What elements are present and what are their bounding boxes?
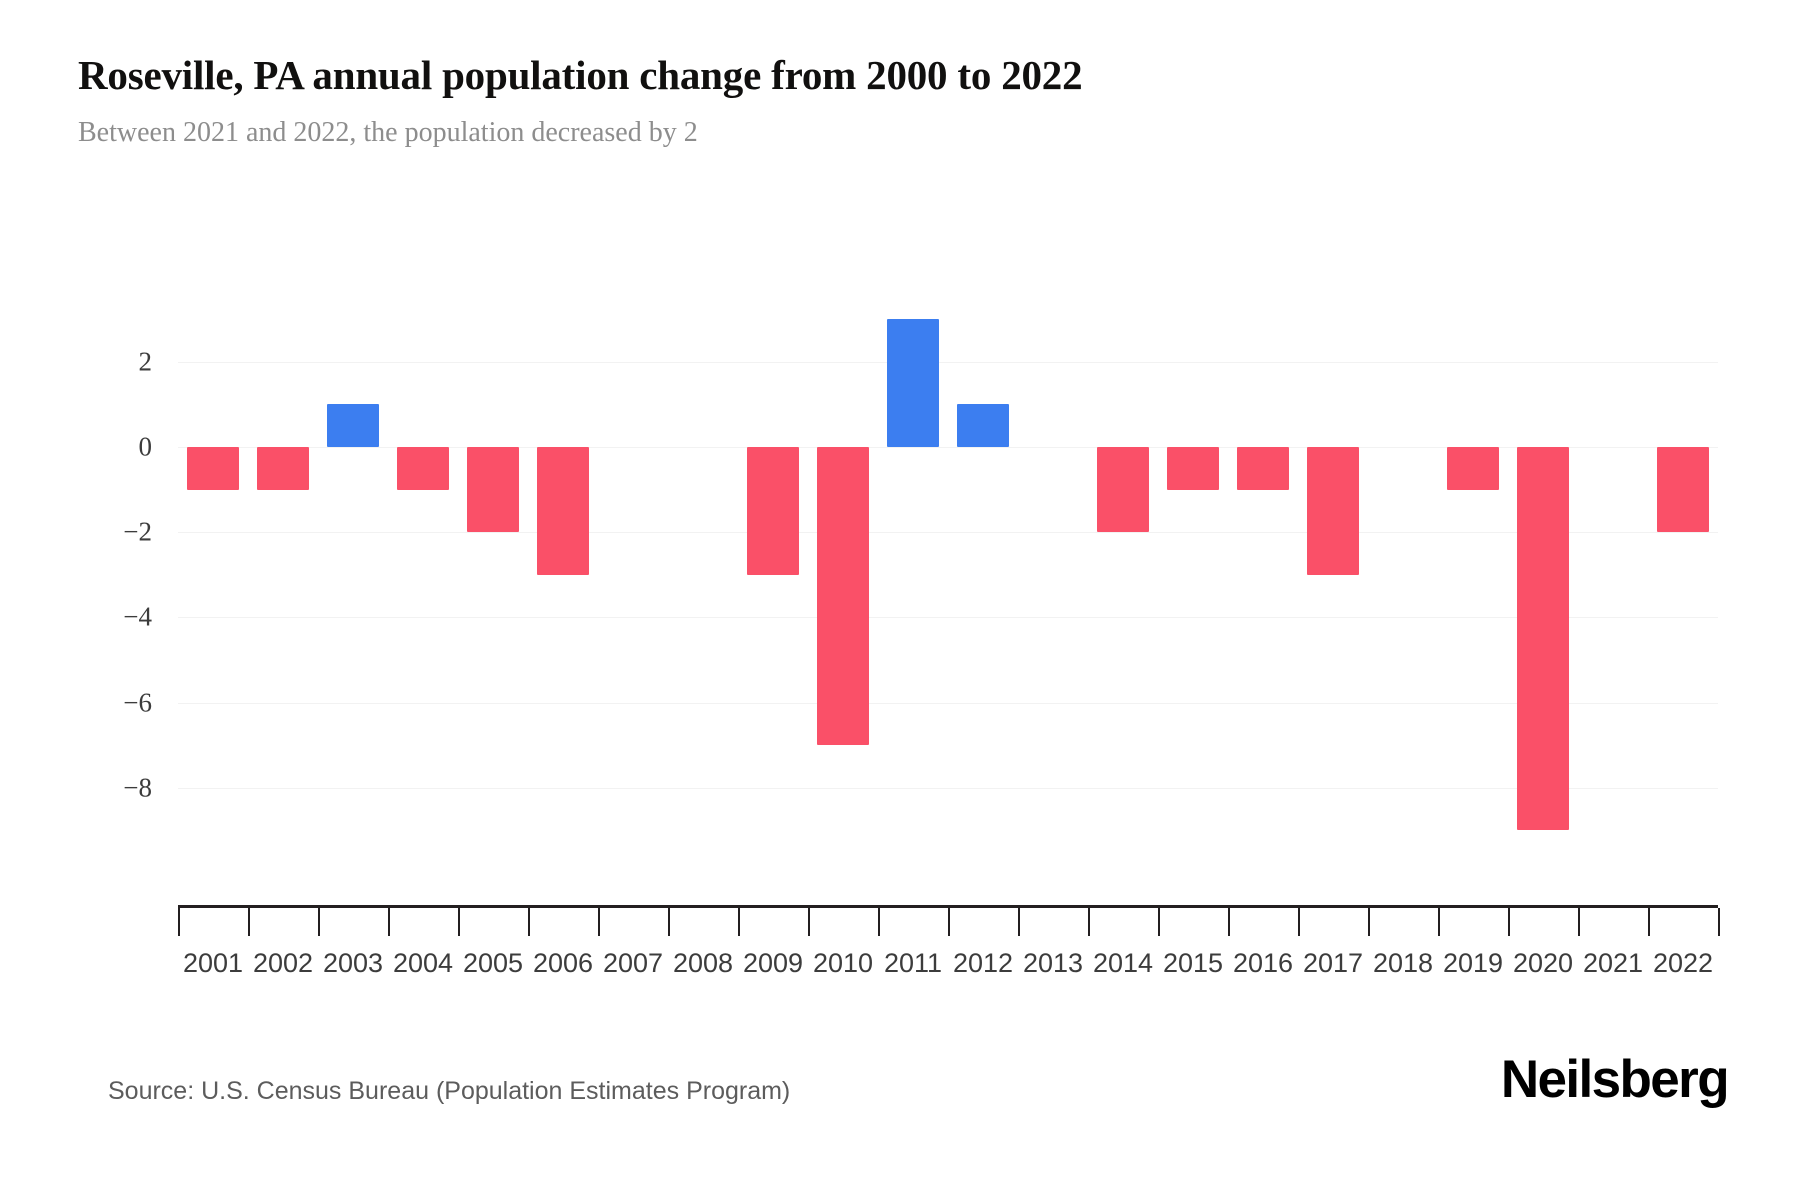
x-axis-tick-label-2013: 2013 (1022, 948, 1084, 978)
bar-2009[interactable] (747, 447, 799, 575)
x-axis-tick (668, 908, 670, 936)
x-axis-tick-label-2019: 2019 (1442, 948, 1504, 978)
bar-2019[interactable] (1447, 447, 1499, 490)
x-axis-tick (1648, 908, 1650, 936)
x-axis-tick (248, 908, 250, 936)
bar-2014[interactable] (1097, 447, 1149, 533)
y-axis-tick-label: −8 (123, 772, 152, 803)
gridline (178, 617, 1718, 619)
bar-2011[interactable] (887, 319, 939, 447)
x-axis-tick-label-2005: 2005 (462, 948, 524, 978)
bar-2004[interactable] (397, 447, 449, 490)
bar-2012[interactable] (957, 404, 1009, 447)
x-axis-tick (1228, 908, 1230, 936)
x-axis-tick (458, 908, 460, 936)
brand-logo: Neilsberg (1500, 1050, 1730, 1109)
chart-subtitle: Between 2021 and 2022, the population de… (78, 117, 698, 149)
x-axis-tick (178, 908, 180, 936)
x-axis-tick-label-2002: 2002 (252, 948, 314, 978)
x-axis-tick (1158, 908, 1160, 936)
chart-header: Roseville, PA annual population change f… (78, 52, 1722, 150)
bar-2020[interactable] (1517, 447, 1569, 831)
bar-2002[interactable] (257, 447, 309, 490)
source-note: Source: U.S. Census Bureau (Population E… (108, 1077, 791, 1105)
x-axis-tick-label-2011: 2011 (883, 948, 943, 978)
x-axis-tick-label-2014: 2014 (1092, 948, 1154, 978)
y-axis-tick-label: −4 (123, 601, 152, 632)
gridline (178, 361, 1718, 363)
bar-2010[interactable] (817, 447, 869, 746)
x-axis-tick (878, 908, 880, 936)
gridline (178, 787, 1718, 789)
bar-2017[interactable] (1307, 447, 1359, 575)
x-axis-tick (948, 908, 950, 936)
x-axis-tick (1018, 908, 1020, 936)
bar-2016[interactable] (1237, 447, 1289, 490)
y-axis-tick-label: −6 (123, 687, 152, 718)
x-axis-tick-label-2015: 2015 (1162, 948, 1224, 978)
x-axis-tick-label-2006: 2006 (532, 948, 594, 978)
zero-gridline (178, 447, 1718, 448)
x-axis-tick (1578, 908, 1580, 936)
x-axis-tick-label-2010: 2010 (812, 948, 874, 978)
x-axis-tick-label-2021: 2021 (1582, 948, 1644, 978)
gridline (178, 532, 1718, 534)
x-axis-line (178, 905, 1718, 908)
bars-group (178, 0, 1718, 1200)
bar-2001[interactable] (187, 447, 239, 490)
x-axis-tick-label-2016: 2016 (1232, 948, 1294, 978)
gridline (178, 702, 1718, 704)
x-axis-tick-label-2007: 2007 (602, 948, 664, 978)
bar-2006[interactable] (537, 447, 589, 575)
x-axis-tick-label-2003: 2003 (322, 948, 384, 978)
y-axis-tick-label: −2 (123, 516, 152, 547)
bar-2005[interactable] (467, 447, 519, 533)
x-axis-tick (738, 908, 740, 936)
x-axis-tick (528, 908, 530, 936)
x-axis-tick (1508, 908, 1510, 936)
x-axis-tick (1438, 908, 1440, 936)
x-axis-tick-label-2018: 2018 (1372, 948, 1434, 978)
x-axis-tick-label-2001: 2001 (182, 948, 244, 978)
x-axis-tick (1718, 908, 1720, 936)
y-axis-tick-label: 2 (138, 346, 153, 377)
x-axis-tick (808, 908, 810, 936)
x-axis-tick-label-2020: 2020 (1512, 948, 1574, 978)
x-axis-tick (318, 908, 320, 936)
bar-2015[interactable] (1167, 447, 1219, 490)
x-axis-tick (1298, 908, 1300, 936)
x-axis-tick (1368, 908, 1370, 936)
page-title: Roseville, PA annual population change f… (78, 52, 1083, 98)
x-axis-tick (388, 908, 390, 936)
y-axis-tick-label: 0 (138, 431, 153, 462)
x-axis-tick-label-2017: 2017 (1302, 948, 1364, 978)
bar-2022[interactable] (1657, 447, 1709, 533)
x-axis-tick-label-2009: 2009 (742, 948, 804, 978)
x-axis-tick (598, 908, 600, 936)
x-axis-tick (1088, 908, 1090, 936)
x-axis-tick-label-2008: 2008 (672, 948, 734, 978)
x-axis-tick-label-2022: 2022 (1652, 948, 1714, 978)
x-axis-tick-label-2012: 2012 (952, 948, 1014, 978)
bar-2003[interactable] (327, 404, 379, 447)
x-axis-tick-label-2004: 2004 (392, 948, 454, 978)
